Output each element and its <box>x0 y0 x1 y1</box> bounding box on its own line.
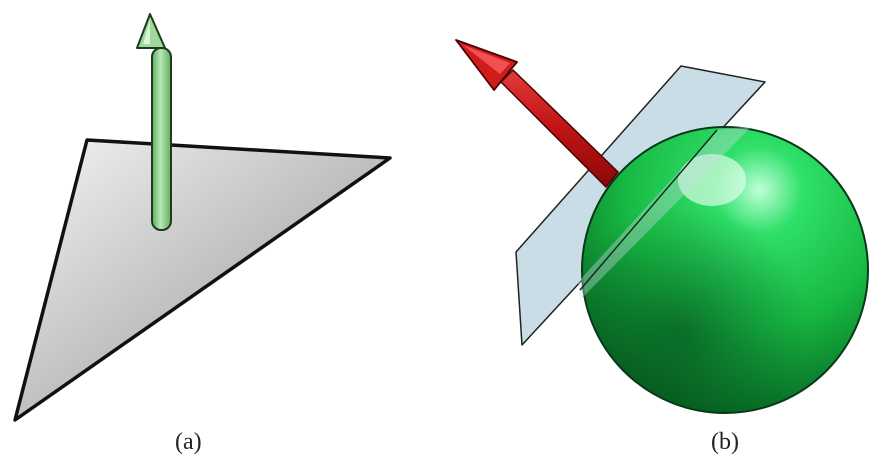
caption-b: (b) <box>711 429 739 455</box>
normal-arrow-red <box>455 39 619 188</box>
green-arrow-head <box>136 13 166 49</box>
red-arrow-shaft <box>500 69 619 188</box>
red-arrow-head <box>455 39 518 91</box>
red-arrow-head-shine <box>463 45 510 74</box>
caption-a: (a) <box>175 429 202 455</box>
tangent-plane-front <box>578 126 752 300</box>
triangle-shape <box>13 138 392 422</box>
panel-a <box>13 13 392 422</box>
sphere-specular <box>678 154 746 206</box>
sphere-shadow <box>582 127 868 413</box>
plane-sphere-contact <box>579 129 718 291</box>
normal-arrow-green <box>136 13 172 231</box>
panel-b <box>455 39 869 414</box>
green-arrow-shaft <box>151 47 172 231</box>
green-arrow-head-shine <box>143 20 150 44</box>
